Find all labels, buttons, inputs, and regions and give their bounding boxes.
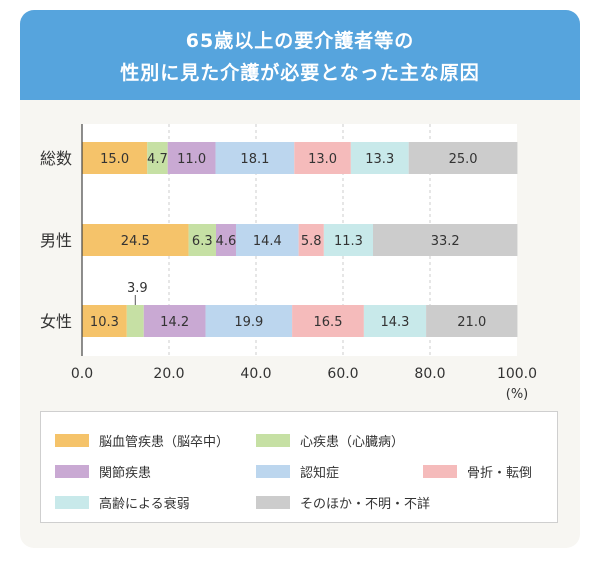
legend-swatch (55, 433, 89, 447)
legend-label: 心疾患（心臓病） (300, 434, 405, 450)
category-label: 総数 (40, 149, 72, 168)
legend-label: 関節疾患 (99, 465, 152, 481)
x-tick-label: 60.0 (327, 366, 358, 382)
title-banner: 65歳以上の要介護者等の 性別に見た介護が必要となった主な原因 (20, 10, 580, 100)
data-label: 14.2 (160, 315, 189, 330)
bar-segment (82, 224, 189, 256)
x-tick-label: 20.0 (153, 366, 184, 382)
legend-swatch (256, 464, 290, 478)
data-label: 5.8 (301, 234, 322, 249)
legend-item: 脳血管疾患（脳卒中） (55, 430, 229, 450)
x-tick-label: 80.0 (414, 366, 445, 382)
legend-label: 骨折・転倒 (467, 465, 533, 481)
bar-segment (126, 305, 144, 337)
bar-segment (235, 224, 299, 256)
legend-item: そのほか・不明・不詳 (256, 492, 430, 512)
legend-swatch (256, 433, 290, 447)
bar-segment (373, 224, 518, 256)
category-label: 女性 (40, 312, 72, 331)
data-label: 14.4 (253, 234, 282, 249)
legend-item: 認知症 (256, 461, 339, 481)
bar-segment (215, 142, 295, 174)
legend-swatch (423, 464, 457, 478)
bar-segment (82, 305, 127, 337)
chart-title-line1: 65歳以上の要介護者等の (185, 30, 415, 52)
data-label: 4.7 (147, 152, 168, 167)
bar-segment (408, 142, 518, 174)
data-label: 24.5 (121, 234, 150, 249)
chart-legend: 脳血管疾患（脳卒中） 心疾患（心臓病） 関節疾患 認知症 骨折・転倒高齢による衰弱 そのほ… (40, 411, 558, 523)
legend-item: 高齢による衰弱 (55, 492, 190, 512)
bar-segment (323, 224, 374, 256)
legend-swatch (256, 495, 290, 509)
data-label: 10.3 (90, 315, 119, 330)
data-label: 19.9 (234, 315, 263, 330)
data-label: 14.3 (381, 315, 410, 330)
bar-segment (205, 305, 293, 337)
legend-swatch (55, 464, 89, 478)
bar-segment (350, 142, 409, 174)
bar-segment (294, 142, 351, 174)
bar-segment (292, 305, 364, 337)
category-label: 男性 (40, 231, 72, 250)
bar-segment (426, 305, 518, 337)
data-label: 25.0 (449, 152, 478, 167)
data-label: 18.1 (240, 152, 269, 167)
bar-segment (147, 142, 168, 174)
x-axis-unit: (%) (506, 387, 529, 402)
legend-label: 高齢による衰弱 (99, 496, 190, 512)
x-tick-label: 40.0 (240, 366, 271, 382)
bar-segment (298, 224, 324, 256)
bar-segment (188, 224, 216, 256)
legend-label: 認知症 (300, 465, 340, 481)
data-label: 11.3 (334, 234, 363, 249)
legend-label: そのほか・不明・不詳 (300, 496, 431, 512)
legend-swatch (55, 495, 89, 509)
x-tick-label: 100.0 (497, 366, 537, 382)
data-label: 13.0 (308, 152, 337, 167)
data-label: 21.0 (457, 315, 486, 330)
chart-title-line2: 性別に見た介護が必要となった主な原因 (120, 62, 480, 84)
data-label: 3.9 (127, 281, 148, 296)
bar-segment (167, 142, 216, 174)
bar-segment (363, 305, 427, 337)
legend-label: 脳血管疾患（脳卒中） (99, 434, 230, 450)
data-label: 33.2 (431, 234, 460, 249)
x-tick-label: 0.0 (71, 366, 93, 382)
data-label: 13.3 (365, 152, 394, 167)
legend-item: 心疾患（心臓病） (256, 430, 404, 450)
bar-segment (143, 305, 206, 337)
bar-segment (82, 142, 148, 174)
bar-segment (215, 224, 236, 256)
data-label: 15.0 (100, 152, 129, 167)
legend-item: 関節疾患 (55, 461, 151, 481)
legend-item: 骨折・転倒 (423, 461, 532, 481)
data-label: 4.6 (216, 234, 237, 249)
data-label: 16.5 (314, 315, 343, 330)
data-label: 6.3 (192, 234, 213, 249)
data-label: 11.0 (177, 152, 206, 167)
